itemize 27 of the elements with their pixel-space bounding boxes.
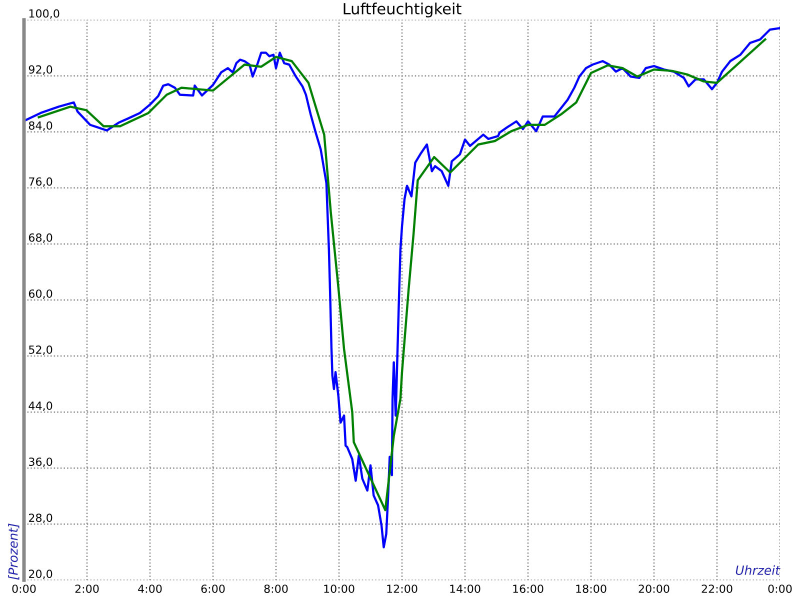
x-tick-label: 16:00 (513, 584, 544, 593)
y-tick-label: 44,0 (28, 402, 52, 412)
y-tick-label: 100,0 (29, 9, 60, 19)
x-tick-label: 20:00 (638, 584, 670, 593)
x-axis-title: Uhrzeit (736, 565, 780, 575)
y-tick-label: 52,0 (29, 345, 52, 356)
x-tick-label: 18:00 (576, 584, 606, 593)
x-tick-label: 22:00 (702, 584, 732, 593)
x-tick-label: 8:00 (264, 584, 288, 593)
chart-title: Luftfeuchtigkeit (344, 2, 462, 18)
y-tick-label: 68,0 (28, 233, 52, 243)
y-tick-label: 84,0 (28, 121, 52, 131)
y-tick-label: 76,0 (29, 177, 52, 187)
x-tick-label: 14:00 (450, 584, 480, 593)
x-tick-label: 10:00 (324, 584, 354, 593)
y-axis-title: [Prozent] (8, 524, 20, 580)
y-tick-label: 36,0 (29, 458, 52, 468)
y-tick-label: 92,0 (28, 65, 52, 75)
x-tick-label: 12:00 (387, 584, 418, 593)
y-tick-label: 60,0 (28, 289, 52, 299)
x-tick-label: 2:00 (75, 584, 99, 593)
x-tick-label: 0:00 (12, 584, 36, 593)
y-tick-label: 20,0 (28, 570, 52, 580)
x-tick-label: 4:00 (138, 584, 162, 593)
x-tick-label: 0:00 (768, 584, 792, 593)
y-tick-label: 28,0 (28, 514, 52, 524)
x-tick-label: 6:00 (201, 584, 225, 593)
